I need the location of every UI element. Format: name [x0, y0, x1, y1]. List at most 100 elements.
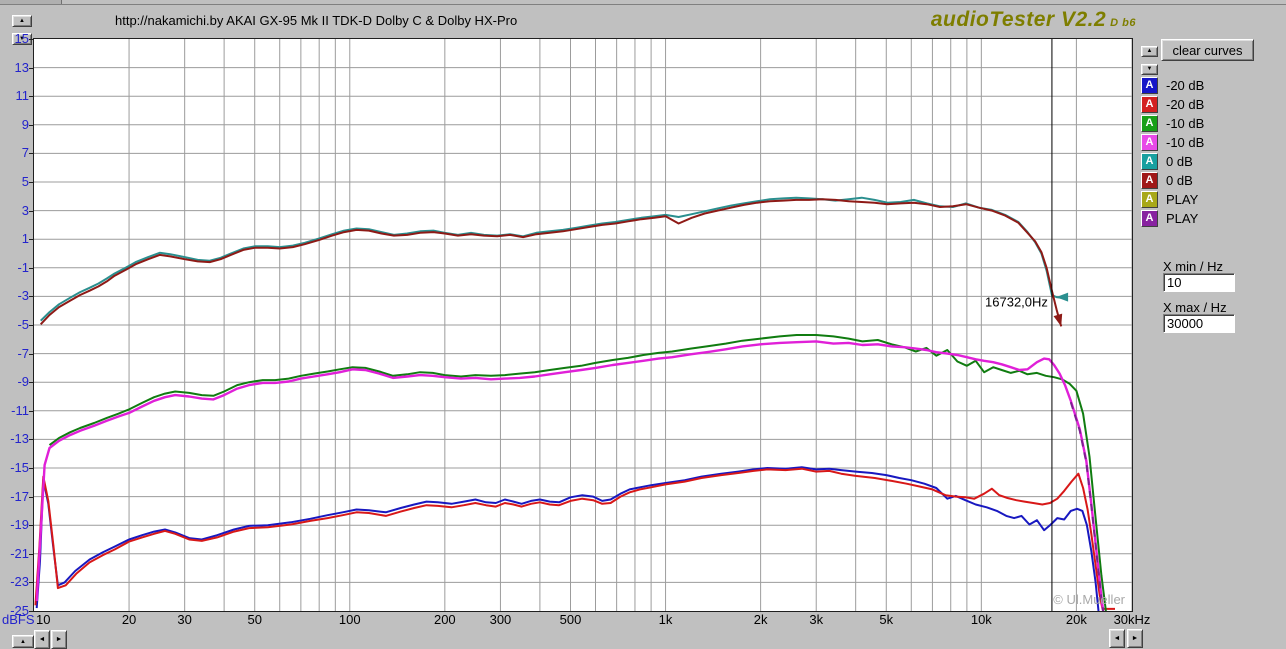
app-logo-text: audioTester V2.2	[930, 8, 1107, 31]
chevron-down-icon: ▼	[19, 36, 25, 42]
y-tick-label: -3	[17, 288, 29, 304]
y-tick-label: 3	[21, 202, 29, 218]
legend-color-tile[interactable]: A	[1141, 77, 1158, 94]
curve-5	[39, 198, 1063, 327]
y-tick-mark	[29, 96, 34, 98]
curve-0	[35, 466, 1100, 611]
y-tick-label: -25	[10, 603, 29, 618]
y-tick-mark	[29, 210, 34, 212]
chevron-up-icon: ▲	[1146, 48, 1153, 54]
legend-item-label: PLAY	[1166, 192, 1199, 207]
curve-4	[40, 196, 1062, 322]
chevron-right-icon: ►	[1131, 635, 1139, 642]
legend-color-tile[interactable]: A	[1141, 172, 1158, 189]
x-scroll-right-button[interactable]: ►	[1127, 629, 1143, 648]
legend-color-tile[interactable]: A	[1141, 96, 1158, 113]
y-tick-label: 9	[21, 116, 29, 132]
x-tick-label: 50	[247, 612, 262, 627]
y-tick-mark	[29, 325, 34, 326]
y-tick-mark	[29, 468, 34, 469]
legend-item[interactable]: A -20 dB	[1141, 76, 1286, 95]
y-tick-label: -7	[17, 345, 29, 361]
y-tick-mark	[29, 525, 34, 527]
y-tick-label: 5	[21, 174, 29, 189]
y-tick-mark	[29, 182, 34, 183]
xmin-label: X min / Hz	[1163, 259, 1223, 274]
x-tick-label: 3k	[809, 612, 824, 627]
xmax-input[interactable]	[1163, 314, 1235, 333]
legend-color-tile[interactable]: A	[1141, 210, 1158, 227]
plot-area[interactable]: 16732,0Hz © Ul.Mueller	[33, 38, 1133, 612]
y-tick-label: -19	[10, 517, 29, 533]
y-tick-label: 15	[14, 31, 29, 46]
y-tick-mark	[29, 611, 34, 612]
sidebar: ▲ ▼ clear curves A -20 dB A -20 dB A -10 dB A -…	[1138, 38, 1286, 618]
scroll-left-button[interactable]: ◄	[34, 630, 50, 649]
y-tick-mark	[29, 496, 34, 498]
legend-color-tile[interactable]: A	[1141, 153, 1158, 170]
window-top-ridge	[0, 0, 1286, 5]
x-tick-label: 30kHz	[1113, 612, 1151, 627]
legend-item-label: -10 dB	[1166, 116, 1205, 131]
legend-item[interactable]: A 0 dB	[1141, 171, 1286, 190]
y-tick-label: -15	[10, 460, 29, 475]
y-tick-mark	[29, 439, 34, 441]
x-tick-label: 5k	[879, 612, 894, 627]
x-tick-label: 300	[489, 612, 512, 627]
chevron-left-icon: ◄	[38, 636, 46, 643]
y-tick-mark	[29, 153, 34, 155]
spinner-down-button[interactable]: ▼	[1141, 64, 1158, 75]
y-tick-label: -1	[17, 259, 29, 275]
y-tick-mark	[29, 239, 34, 241]
legend-color-tile[interactable]: A	[1141, 134, 1158, 151]
legend-item-label: -20 dB	[1166, 97, 1205, 112]
legend-item[interactable]: A PLAY	[1141, 190, 1286, 209]
y-tick-label: -9	[17, 374, 29, 390]
spinner-up-button[interactable]: ▲	[12, 15, 32, 27]
clear-curves-button[interactable]: clear curves	[1161, 39, 1254, 61]
xmin-input[interactable]	[1163, 273, 1235, 292]
y-tick-label: 1	[21, 231, 29, 247]
x-tick-label: 2k	[753, 612, 768, 627]
curve-3	[35, 340, 1105, 611]
bottom-scroll-bar: ▲ ◄ ► ◄ ►	[0, 627, 1286, 649]
chevron-down-icon: ▼	[1146, 66, 1153, 72]
legend-item-label: PLAY	[1166, 211, 1199, 226]
y-tick-mark	[29, 267, 34, 269]
legend-item[interactable]: A 0 dB	[1141, 152, 1286, 171]
cursor-frequency-label: 16732,0Hz	[985, 294, 1048, 309]
x-tick-label: 20k	[1065, 612, 1087, 627]
curve-select-spinner: ▲ ▼	[1141, 39, 1158, 75]
legend-item[interactable]: A -10 dB	[1141, 133, 1286, 152]
chevron-left-icon: ◄	[1113, 635, 1121, 642]
measurement-title: http://nakamichi.by AKAI GX-95 Mk II TDK…	[115, 13, 518, 28]
legend-item[interactable]: A -20 dB	[1141, 95, 1286, 114]
y-tick-label: 11	[15, 88, 30, 104]
legend-color-tile[interactable]: A	[1141, 115, 1158, 132]
y-tick-mark	[29, 353, 34, 355]
copyright-watermark: © Ul.Mueller	[1053, 592, 1125, 607]
chevron-right-icon: ►	[55, 636, 63, 643]
y-tick-mark	[29, 67, 34, 69]
y-tick-label: -11	[11, 402, 29, 418]
scroll-right-button[interactable]: ►	[51, 630, 67, 649]
y-tick-label: -17	[10, 488, 29, 504]
y-tick-label: -23	[10, 574, 29, 590]
spinner-down-button[interactable]: ▼	[12, 33, 32, 45]
y-axis-unit-label: dBFS	[2, 612, 35, 627]
curve-end-arrow-icon	[1053, 313, 1063, 327]
plot-svg[interactable]: 16732,0Hz	[34, 39, 1132, 611]
spinner-up-button[interactable]: ▲	[1141, 46, 1158, 57]
y-tick-mark	[29, 39, 34, 40]
legend-item[interactable]: A PLAY	[1141, 209, 1286, 228]
legend-item[interactable]: A -10 dB	[1141, 114, 1286, 133]
x-tick-label: 1k	[658, 612, 673, 627]
toolbar: ▲ ▼ http://nakamichi.by AKAI GX-95 Mk II…	[0, 5, 1286, 45]
legend-item-label: 0 dB	[1166, 173, 1193, 188]
y-min-spinner-button[interactable]: ▲	[12, 635, 34, 648]
x-tick-label: 10k	[970, 612, 992, 627]
x-scroll-left-button[interactable]: ◄	[1109, 629, 1125, 648]
x-tick-label: 200	[433, 612, 456, 627]
legend-item-label: 0 dB	[1166, 154, 1193, 169]
legend-color-tile[interactable]: A	[1141, 191, 1158, 208]
